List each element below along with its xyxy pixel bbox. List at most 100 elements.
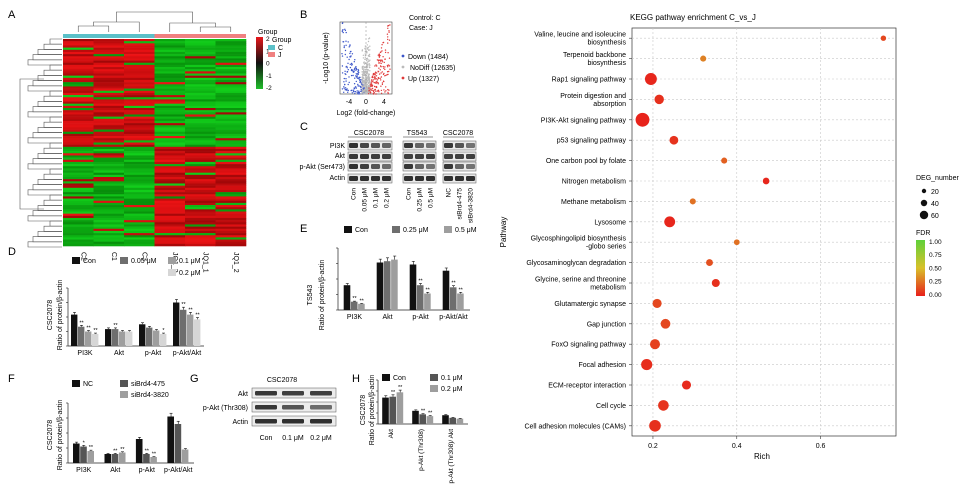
heatmap-cell (215, 172, 247, 176)
heatmap-cell (154, 148, 186, 152)
kegg-x-tick-label: 0.2 (648, 443, 658, 450)
volcano-point (360, 88, 362, 91)
volcano-point (343, 86, 345, 88)
volcano-point (361, 66, 364, 68)
volcano-point (389, 24, 391, 26)
blot-band (349, 154, 358, 159)
volcano-point (366, 58, 368, 60)
kegg-dot (700, 55, 707, 62)
dendrogram-branch (43, 69, 62, 76)
bar (150, 457, 157, 463)
heatmap-cell (215, 151, 247, 154)
heatmap-cell (215, 125, 247, 128)
volcano-point (366, 87, 368, 90)
heatmap-cell (185, 155, 216, 158)
heatmap-cell (93, 95, 125, 98)
bar-category-label: p-Akt (412, 314, 428, 321)
heatmap-cell (63, 168, 94, 171)
heatmap-cell (185, 60, 216, 64)
bar-category-label: p-Akt/Akt (173, 350, 201, 357)
legend-swatch (344, 226, 352, 233)
legend-swatch (382, 374, 390, 381)
kegg-pathway-label: Cell adhesion molecules (CAMs) (524, 423, 626, 430)
heatmap-cell (124, 155, 155, 158)
heatmap-cell (93, 183, 125, 186)
heatmap-cell (93, 233, 125, 236)
volcano-point (361, 91, 363, 94)
volcano-point (365, 83, 367, 86)
heatmap-cell (215, 153, 247, 156)
volcano-point (345, 73, 347, 76)
volcano-point (366, 66, 368, 69)
volcano-point (364, 53, 366, 55)
dendrogram-branch (49, 64, 62, 71)
kegg-dot (880, 35, 887, 41)
heatmap-cell (185, 192, 216, 195)
bar (343, 285, 351, 310)
heatmap-cell (124, 209, 155, 212)
blot-c-lane-labels: Con 0.05 μM 0.1 μM 0.2 μM Con 0.25 μM 0.5 μM NC… (351, 188, 475, 223)
kegg-pathway-label: Gap junction (587, 321, 626, 328)
heatmap-cell (215, 101, 247, 104)
heatmap-cell (215, 196, 247, 199)
heatmap-cell (154, 105, 186, 109)
heatmap-cell (93, 230, 125, 234)
volcano-point (343, 46, 345, 49)
volcano-xtick: 0 (364, 99, 368, 106)
group-bar-j (154, 34, 246, 38)
bar (143, 454, 150, 463)
volcano-point (358, 76, 361, 79)
kegg-pathway-label: One carbon pool by folate (546, 158, 626, 165)
heatmap-cell (215, 174, 247, 178)
heatmap-cell (215, 99, 247, 102)
heatmap-cell (154, 125, 186, 128)
volcano-point (364, 45, 367, 47)
volcano-point (366, 61, 369, 63)
heatmap-cell (154, 215, 186, 219)
heatmap-cell (154, 243, 186, 247)
volcano-point (379, 59, 381, 61)
heatmap-cell (215, 95, 247, 98)
heatmap-cell (215, 136, 247, 139)
heatmap-cell (124, 233, 155, 236)
heatmap-cell (185, 58, 216, 61)
heatmap-cell (154, 90, 186, 94)
bar (126, 331, 133, 346)
bar (146, 327, 153, 346)
heatmap-cell (154, 140, 186, 143)
volcano-point (368, 80, 371, 82)
blot-band (466, 164, 475, 169)
heatmap-cell (185, 215, 216, 219)
heatmap-cell (63, 202, 94, 206)
bar-category-label: Akt (388, 429, 395, 439)
heatmap-cell (215, 183, 247, 186)
volcano-point (380, 89, 383, 92)
volcano-point (363, 61, 365, 63)
heatmap-cell (63, 86, 94, 89)
heatmap-cell (63, 116, 94, 120)
heatmap-cell (124, 161, 155, 165)
heatmap-cell (63, 155, 94, 158)
heatmap-cell (124, 62, 155, 66)
blot-c-lane-label: NC (446, 188, 453, 198)
volcano-point (388, 57, 391, 59)
heatmap-cell (93, 207, 125, 210)
heatmap-cell (93, 90, 125, 94)
heatmap-cell (63, 194, 94, 197)
volcano-point (368, 87, 370, 89)
heatmap-cell (124, 174, 155, 178)
volcano-point (365, 59, 368, 62)
volcano-point (374, 74, 376, 76)
bar-category-label: p-Akt (145, 350, 161, 357)
volcano-point (377, 70, 379, 73)
heatmap-cell (185, 170, 216, 173)
heatmap-cell (63, 235, 94, 238)
heatmap-cell (215, 164, 247, 167)
volcano-point (348, 58, 350, 61)
heatmap-cell (154, 226, 186, 230)
heatmap-cell (124, 148, 155, 152)
volcano-point (361, 77, 364, 79)
group-legend-title: Group (272, 37, 292, 44)
heatmap-cell (185, 198, 216, 202)
heatmap-cell (63, 181, 94, 184)
